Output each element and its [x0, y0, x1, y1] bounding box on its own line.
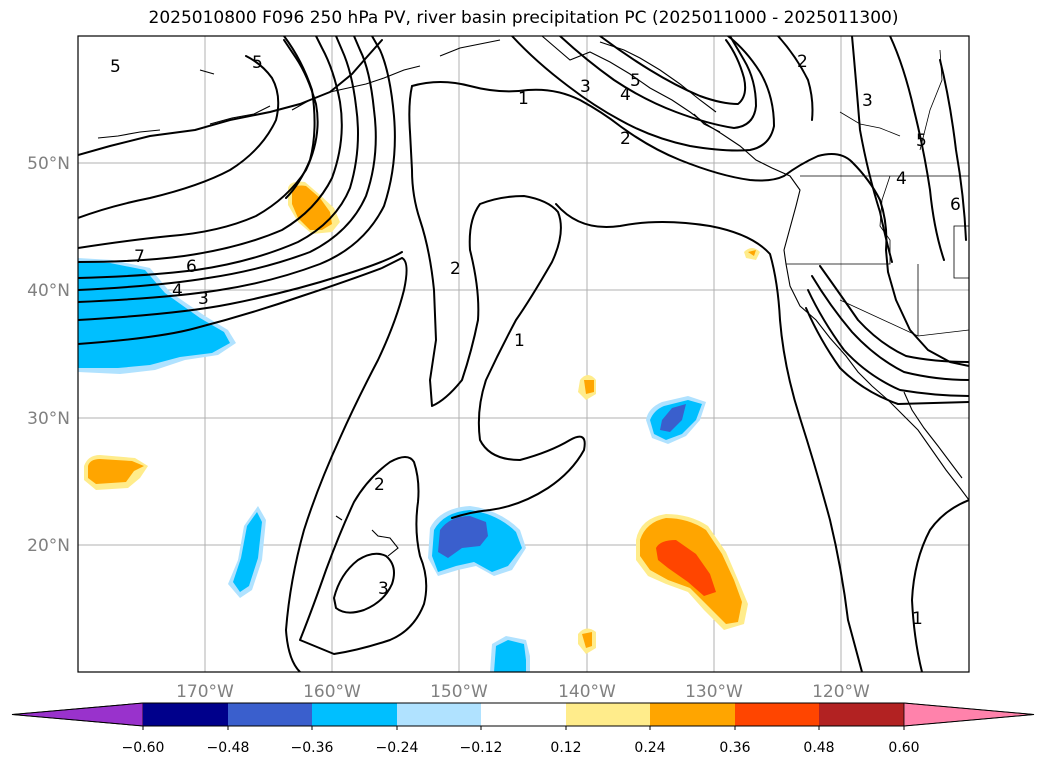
contour-label: 2	[450, 259, 461, 279]
colorbar-tick: 0.24	[634, 740, 665, 756]
contour-label: 1	[514, 331, 525, 351]
lat-label: 30°N	[27, 409, 70, 429]
lat-label: 50°N	[27, 154, 70, 174]
lon-label: 170°W	[176, 682, 234, 702]
lon-label: 140°W	[558, 682, 616, 702]
colorbar-tick: −0.60	[122, 740, 165, 756]
contour-label: 3	[862, 91, 873, 111]
pv-contours	[78, 36, 969, 672]
coastlines	[97, 36, 969, 557]
colorbar-extend-min	[11, 702, 144, 727]
colorbar-segment	[143, 703, 228, 726]
contour-label: 5	[252, 53, 263, 73]
contour-labels: 5 5 1 3 4 5 2 2 3 5 4 6 7 6 4 3 2 1 2 3 …	[110, 52, 961, 629]
colorbar-tick: −0.36	[291, 740, 334, 756]
contour-label: 3	[198, 289, 209, 309]
lon-label: 150°W	[430, 682, 488, 702]
colorbar-segment	[819, 703, 904, 726]
contour-label: 2	[797, 52, 808, 72]
colorbar-tick: 0.36	[719, 740, 750, 756]
contour-label: 1	[912, 609, 923, 629]
colorbar-segment	[397, 703, 481, 726]
colorbar-ticks: −0.60 −0.48 −0.36 −0.24 −0.12 0.12 0.24 …	[122, 740, 920, 756]
contour-label: 3	[580, 77, 591, 97]
contour-label: 2	[374, 475, 385, 495]
colorbar-extend-max	[903, 702, 1035, 727]
colorbar-tick: −0.24	[376, 740, 419, 756]
contour-label: 5	[630, 71, 641, 91]
colorbar-tick: 0.48	[803, 740, 834, 756]
latitude-labels: 50°N 40°N 30°N 20°N	[27, 154, 70, 556]
colorbar-segment	[481, 703, 566, 726]
colorbar-tick: −0.48	[207, 740, 250, 756]
longitude-labels: 170°W 160°W 150°W 140°W 130°W 120°W	[176, 682, 870, 702]
colorbar	[11, 702, 1035, 730]
borders	[786, 49, 969, 337]
contour-label: 3	[378, 579, 389, 599]
colorbar-segment	[650, 703, 735, 726]
colorbar-segment	[228, 703, 312, 726]
map-frame	[77, 35, 970, 673]
contour-label: 4	[620, 85, 631, 105]
contour-label: 5	[916, 131, 927, 151]
colorbar-tick: −0.12	[460, 740, 503, 756]
lat-label: 20°N	[27, 536, 70, 556]
lon-label: 130°W	[685, 682, 743, 702]
contour-label: 5	[110, 57, 121, 77]
contour-label: 2	[620, 129, 631, 149]
contour-label: 4	[172, 281, 183, 301]
lon-label: 160°W	[303, 682, 361, 702]
contour-label: 6	[950, 195, 961, 215]
lon-label: 120°W	[812, 682, 870, 702]
colorbar-tick: 0.60	[888, 740, 919, 756]
colorbar-segment	[566, 703, 650, 726]
map-title: 2025010800 F096 250 hPa PV, river basin …	[148, 8, 899, 28]
colorbar-segment	[735, 703, 819, 726]
precip-shading	[78, 181, 760, 672]
contour-label: 7	[134, 247, 145, 267]
colorbar-tick: 0.12	[550, 740, 581, 756]
lat-label: 40°N	[27, 281, 70, 301]
contour-label: 1	[518, 89, 529, 109]
contour-label: 4	[896, 169, 907, 189]
contour-label: 6	[186, 257, 197, 277]
colorbar-segment	[312, 703, 397, 726]
